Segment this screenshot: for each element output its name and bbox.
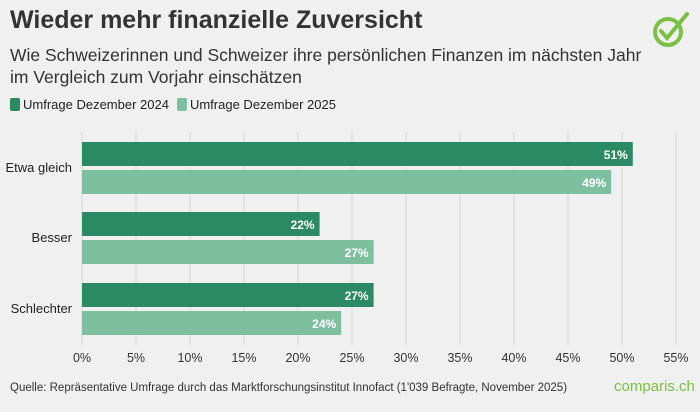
chart-title: Wieder mehr finanzielle Zuversicht — [10, 6, 423, 34]
category-label: Etwa gleich — [6, 160, 72, 175]
legend: Umfrage Dezember 2024 Umfrage Dezember 2… — [10, 97, 336, 112]
category-label: Besser — [32, 230, 73, 245]
legend-item-2025: Umfrage Dezember 2025 — [176, 97, 336, 112]
x-tick-label: 30% — [393, 351, 418, 365]
x-tick-label: 45% — [555, 351, 580, 365]
x-tick-label: 25% — [339, 351, 364, 365]
data-label: 22% — [291, 218, 315, 232]
source-note: Quelle: Repräsentative Umfrage durch das… — [10, 382, 568, 394]
bar — [82, 212, 320, 236]
data-label: 27% — [345, 246, 369, 260]
x-tick-label: 35% — [447, 351, 472, 365]
x-tick-label: 55% — [663, 351, 688, 365]
x-tick-label: 5% — [127, 351, 145, 365]
x-tick-label: 10% — [177, 351, 202, 365]
bar — [82, 240, 374, 264]
legend-label: Umfrage Dezember 2024 — [23, 97, 169, 112]
x-tick-label: 0% — [73, 351, 91, 365]
data-label: 49% — [582, 176, 606, 190]
x-tick-label: 20% — [285, 351, 310, 365]
legend-item-2024: Umfrage Dezember 2024 — [10, 97, 169, 112]
brand-logo: comparis.ch — [614, 378, 695, 395]
data-label: 27% — [345, 289, 369, 303]
bar — [82, 142, 633, 166]
chart-subtitle: Wie Schweizerinnen und Schweizer ihre pe… — [10, 45, 642, 87]
legend-label: Umfrage Dezember 2025 — [189, 97, 336, 112]
bar — [82, 311, 342, 335]
category-label: Schlechter — [11, 301, 73, 316]
data-label: 51% — [604, 148, 628, 162]
bar — [82, 283, 374, 307]
x-tick-label: 15% — [231, 351, 256, 365]
check-circle-icon — [653, 12, 689, 47]
x-tick-label: 50% — [609, 351, 634, 365]
bar — [82, 170, 612, 194]
data-label: 24% — [312, 317, 336, 331]
x-tick-label: 40% — [501, 351, 526, 365]
